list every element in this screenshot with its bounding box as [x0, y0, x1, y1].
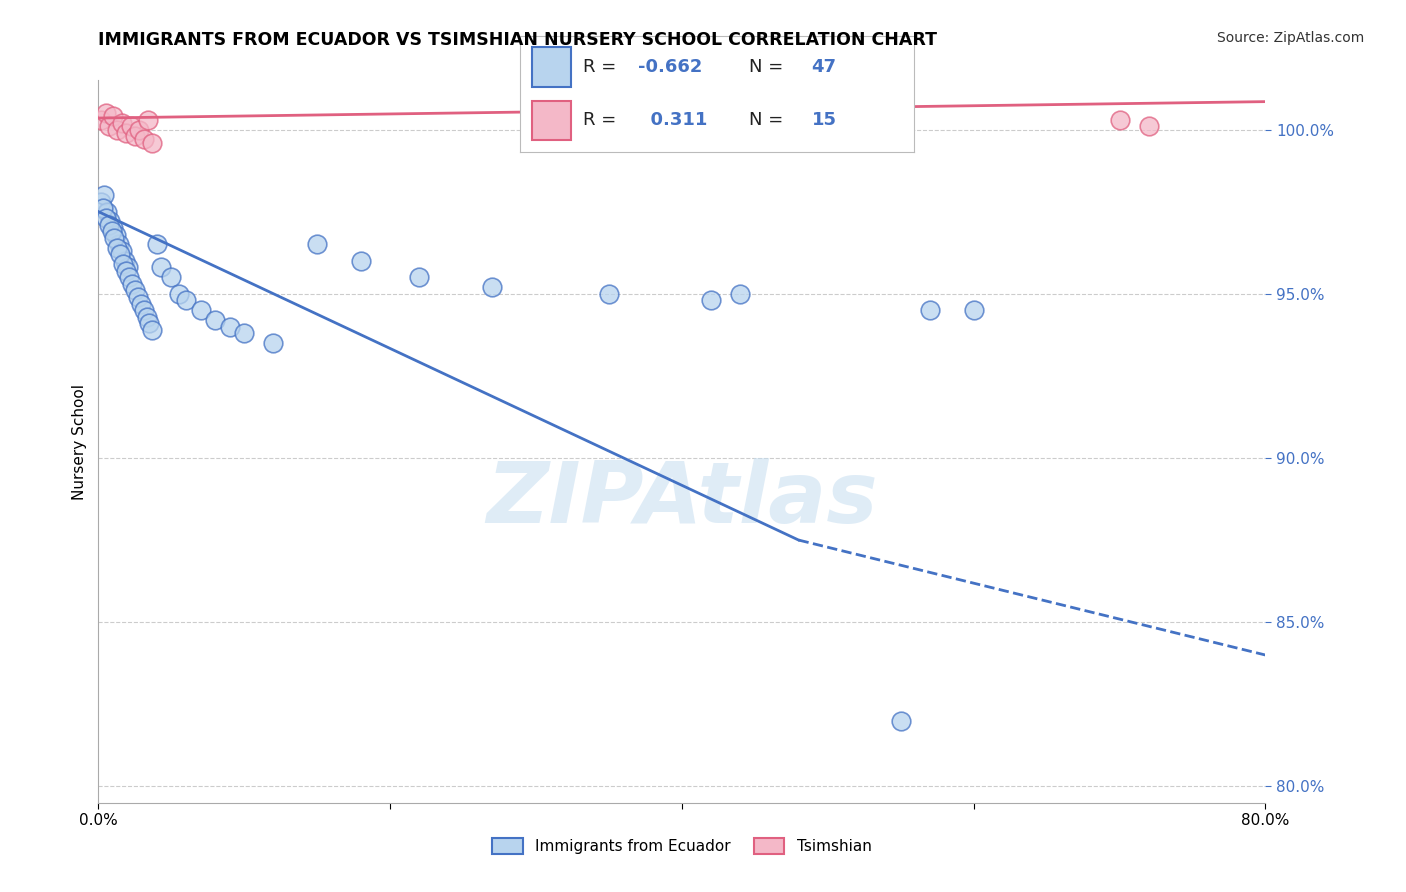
Point [115, 126, 138, 140]
Point [350, 254, 373, 268]
Point [481, 280, 503, 294]
Point [1108, 112, 1130, 127]
Point [150, 260, 173, 275]
Point [114, 254, 136, 268]
Point [105, 241, 128, 255]
Text: N =: N = [748, 58, 789, 76]
Point [100, 224, 122, 238]
Point [730, 286, 752, 301]
Point [98, 214, 121, 228]
Point [111, 244, 134, 258]
Text: R =: R = [583, 58, 623, 76]
Point [218, 319, 240, 334]
Point [204, 313, 226, 327]
Point [124, 129, 146, 144]
Point [146, 237, 169, 252]
Point [408, 270, 430, 285]
Point [108, 237, 131, 252]
Point [120, 120, 142, 134]
Point [94, 211, 117, 226]
Point [97, 120, 120, 134]
Point [105, 122, 128, 136]
Point [233, 326, 256, 341]
Point [132, 303, 155, 318]
Text: 15: 15 [811, 112, 837, 129]
Point [307, 237, 329, 252]
Text: -0.662: -0.662 [638, 58, 703, 76]
Text: N =: N = [748, 112, 789, 129]
Point [263, 336, 285, 351]
Point [138, 316, 160, 330]
Point [101, 221, 124, 235]
Point [890, 714, 912, 728]
Point [1137, 120, 1160, 134]
Point [700, 293, 723, 308]
Point [141, 323, 163, 337]
Point [135, 310, 157, 324]
Point [96, 204, 118, 219]
Point [112, 257, 135, 271]
Point [141, 136, 163, 150]
Text: IMMIGRANTS FROM ECUADOR VS TSIMSHIAN NURSERY SCHOOL CORRELATION CHART: IMMIGRANTS FROM ECUADOR VS TSIMSHIAN NUR… [98, 31, 938, 49]
Legend: Immigrants from Ecuador, Tsimshian: Immigrants from Ecuador, Tsimshian [486, 832, 877, 860]
Point [90, 112, 112, 127]
Point [110, 247, 132, 261]
Point [127, 290, 149, 304]
Point [167, 286, 190, 301]
Point [111, 116, 134, 130]
Point [160, 270, 183, 285]
Point [93, 188, 115, 202]
Text: R =: R = [583, 112, 623, 129]
Text: ZIPAtlas: ZIPAtlas [486, 458, 877, 541]
Point [962, 303, 984, 318]
Point [117, 260, 139, 275]
Point [104, 227, 127, 242]
Point [190, 303, 212, 318]
Point [136, 112, 159, 127]
Point [115, 264, 138, 278]
Point [121, 277, 143, 291]
Point [132, 132, 155, 146]
Point [90, 194, 112, 209]
Point [174, 293, 197, 308]
Point [129, 296, 152, 310]
Point [91, 202, 114, 216]
Point [598, 286, 620, 301]
Point [918, 303, 941, 318]
Point [128, 122, 150, 136]
Point [101, 109, 124, 123]
Point [94, 106, 117, 120]
Text: 0.311: 0.311 [638, 112, 707, 129]
Text: Source: ZipAtlas.com: Source: ZipAtlas.com [1216, 31, 1364, 45]
Bar [531, 47, 571, 87]
Point [124, 284, 146, 298]
Point [103, 231, 125, 245]
Y-axis label: Nursery School: Nursery School [72, 384, 87, 500]
Text: 47: 47 [811, 58, 837, 76]
Bar [531, 101, 571, 140]
Point [118, 270, 141, 285]
Point [97, 218, 120, 232]
